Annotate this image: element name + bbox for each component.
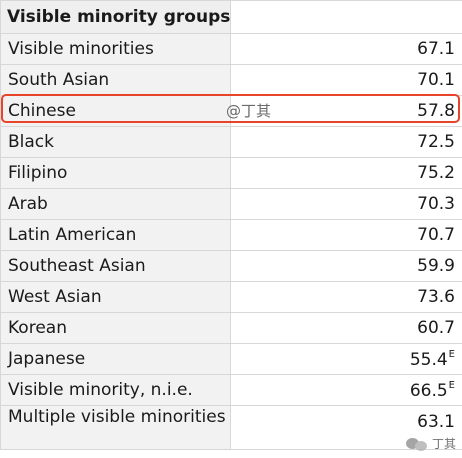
row-value: 75.2 — [230, 157, 462, 189]
row-value: 55.4E — [230, 343, 462, 375]
row-label: South Asian — [0, 64, 231, 96]
row-value: 67.1 — [230, 33, 462, 65]
row-label: Korean — [0, 312, 231, 344]
row-label: West Asian — [0, 281, 231, 313]
estimate-flag: E — [448, 348, 455, 360]
table-row: Black 72.5 — [0, 126, 462, 158]
table-row: Japanese 55.4E — [0, 343, 462, 375]
row-label: Visible minority, n.i.e. — [0, 374, 231, 406]
table-row: Korean 60.7 — [0, 312, 462, 344]
row-value: 73.6 — [230, 281, 462, 313]
table-row: Arab 70.3 — [0, 188, 462, 220]
table-row: Visible minority, n.i.e. 66.5E — [0, 374, 462, 406]
column-header-value — [230, 0, 462, 34]
row-value: 66.5E — [230, 374, 462, 406]
table-row: West Asian 73.6 — [0, 281, 462, 313]
row-label: Southeast Asian — [0, 250, 231, 282]
row-value: 70.7 — [230, 219, 462, 251]
row-label: Japanese — [0, 343, 231, 375]
table-row: Visible minorities 67.1 — [0, 33, 462, 65]
row-value: 72.5 — [230, 126, 462, 158]
row-label: Latin American — [0, 219, 231, 251]
row-label: Multiple visible minorities — [0, 405, 231, 450]
row-label: Arab — [0, 188, 231, 220]
row-label: Black — [0, 126, 231, 158]
table-row: Latin American 70.7 — [0, 219, 462, 251]
table-header-row: Visible minority groups — [0, 0, 462, 34]
row-value: 59.9 — [230, 250, 462, 282]
row-value: 60.7 — [230, 312, 462, 344]
table-row: Filipino 75.2 — [0, 157, 462, 189]
row-value: 70.1 — [230, 64, 462, 96]
row-label: Filipino — [0, 157, 231, 189]
table-row: South Asian 70.1 — [0, 64, 462, 96]
row-value: 57.8 — [230, 95, 462, 127]
table-row: Southeast Asian 59.9 — [0, 250, 462, 282]
row-label: Chinese — [0, 95, 231, 127]
row-value: 70.3 — [230, 188, 462, 220]
row-label: Visible minorities — [0, 33, 231, 65]
estimate-flag: E — [448, 379, 455, 391]
table-row: Multiple visible minorities 63.1 — [0, 405, 462, 450]
column-header-groups: Visible minority groups — [0, 0, 231, 34]
row-value: 63.1 — [230, 405, 462, 450]
table-row-highlighted: Chinese 57.8 — [0, 95, 462, 127]
